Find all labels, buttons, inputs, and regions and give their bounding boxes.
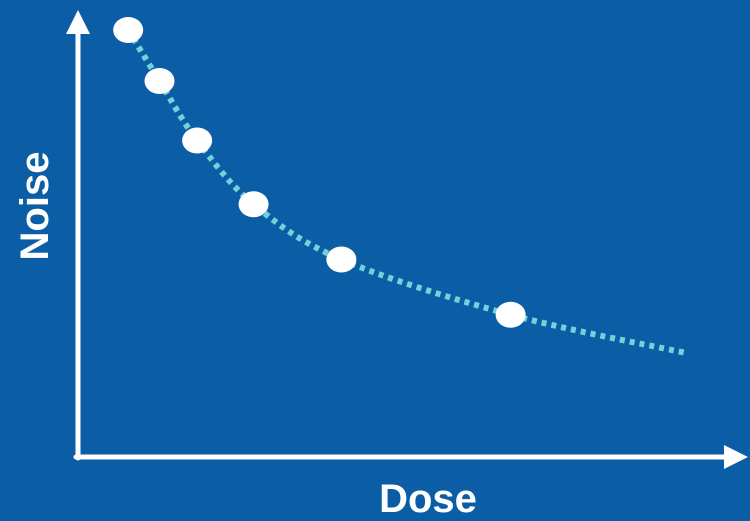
trend-layer xyxy=(125,28,687,356)
data-points xyxy=(113,17,526,328)
x-axis-arrow xyxy=(724,445,748,469)
axes xyxy=(66,10,748,469)
y-axis-arrow xyxy=(66,10,90,34)
data-point xyxy=(326,246,357,273)
y-axis-label: Noise xyxy=(13,152,57,261)
data-point xyxy=(238,191,269,218)
data-point xyxy=(113,17,144,43)
data-point xyxy=(144,68,175,94)
data-point xyxy=(182,127,213,154)
data-point xyxy=(495,301,526,328)
trend-line xyxy=(125,28,687,356)
x-axis-label: Dose xyxy=(379,477,477,521)
